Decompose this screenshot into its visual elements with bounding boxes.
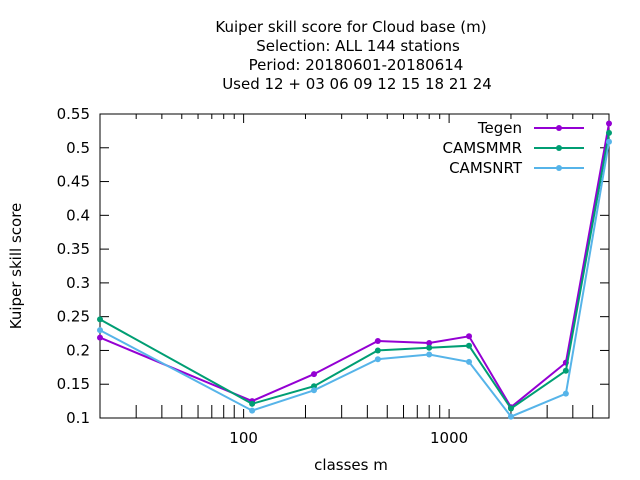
plot-frame bbox=[99, 113, 610, 419]
series-tegen bbox=[97, 120, 612, 411]
data-point bbox=[249, 407, 256, 414]
data-point bbox=[562, 367, 569, 374]
legend-marker bbox=[556, 145, 562, 151]
y-tick-label: 0.4 bbox=[66, 206, 90, 224]
y-tick-label: 0.2 bbox=[66, 341, 90, 359]
x-tick-label: 100 bbox=[229, 429, 258, 447]
title-line-1: Kuiper skill score for Cloud base (m) bbox=[215, 18, 486, 36]
title-line-2: Selection: ALL 144 stations bbox=[256, 37, 460, 55]
data-point bbox=[426, 351, 433, 358]
y-tick-label: 0.25 bbox=[57, 308, 90, 326]
series-line bbox=[99, 123, 610, 409]
series-layer bbox=[97, 120, 612, 420]
data-point bbox=[466, 342, 473, 349]
data-point bbox=[97, 316, 103, 323]
data-point bbox=[426, 344, 433, 351]
y-axis: 0.1 0.15 0.2 0.25 0.3 0.35 0.4 0.45 0.5 0.55 bbox=[57, 105, 609, 427]
data-point bbox=[97, 327, 103, 334]
data-point bbox=[374, 347, 381, 354]
legend-label: CAMSMMR bbox=[442, 139, 522, 157]
series-line bbox=[99, 141, 610, 418]
data-point bbox=[466, 333, 473, 340]
data-point bbox=[97, 334, 103, 341]
data-point bbox=[466, 358, 473, 365]
y-tick-label: 0.45 bbox=[57, 173, 90, 191]
data-point bbox=[310, 371, 317, 378]
legend-label: CAMSNRT bbox=[449, 159, 523, 177]
x-axis-label: classes m bbox=[314, 456, 388, 474]
data-point bbox=[606, 120, 612, 127]
legend-marker bbox=[556, 125, 562, 131]
data-point bbox=[374, 337, 381, 344]
legend-marker bbox=[556, 165, 562, 171]
x-tick-label: 1000 bbox=[430, 429, 468, 447]
series-camsmmr bbox=[97, 129, 612, 412]
series-line bbox=[99, 132, 610, 410]
y-axis-label: Kuiper skill score bbox=[7, 203, 25, 330]
data-point bbox=[249, 400, 256, 407]
y-tick-label: 0.35 bbox=[57, 240, 90, 258]
y-tick-label: 0.15 bbox=[57, 375, 90, 393]
data-point bbox=[507, 405, 514, 412]
data-point bbox=[310, 387, 317, 394]
data-point bbox=[507, 413, 514, 420]
title-line-3: Period: 20180601-20180614 bbox=[249, 56, 464, 74]
data-point bbox=[606, 129, 612, 136]
legend-label: Tegen bbox=[477, 119, 522, 137]
data-point bbox=[426, 340, 433, 347]
data-point bbox=[374, 356, 381, 363]
legend: Tegen CAMSMMR CAMSNRT bbox=[442, 119, 584, 177]
y-tick-label: 0.3 bbox=[66, 274, 90, 292]
y-tick-label: 0.1 bbox=[66, 409, 90, 427]
y-tick-label: 0.5 bbox=[66, 139, 90, 157]
x-axis: 100 1000 bbox=[99, 114, 610, 447]
chart-title: Kuiper skill score for Cloud base (m) Se… bbox=[215, 18, 491, 93]
data-point bbox=[562, 390, 569, 397]
title-line-4: Used 12 + 03 06 09 12 15 18 21 24 bbox=[222, 75, 492, 93]
y-tick-label: 0.55 bbox=[57, 105, 90, 123]
series-camsnrt bbox=[97, 138, 612, 420]
data-point bbox=[606, 138, 612, 145]
